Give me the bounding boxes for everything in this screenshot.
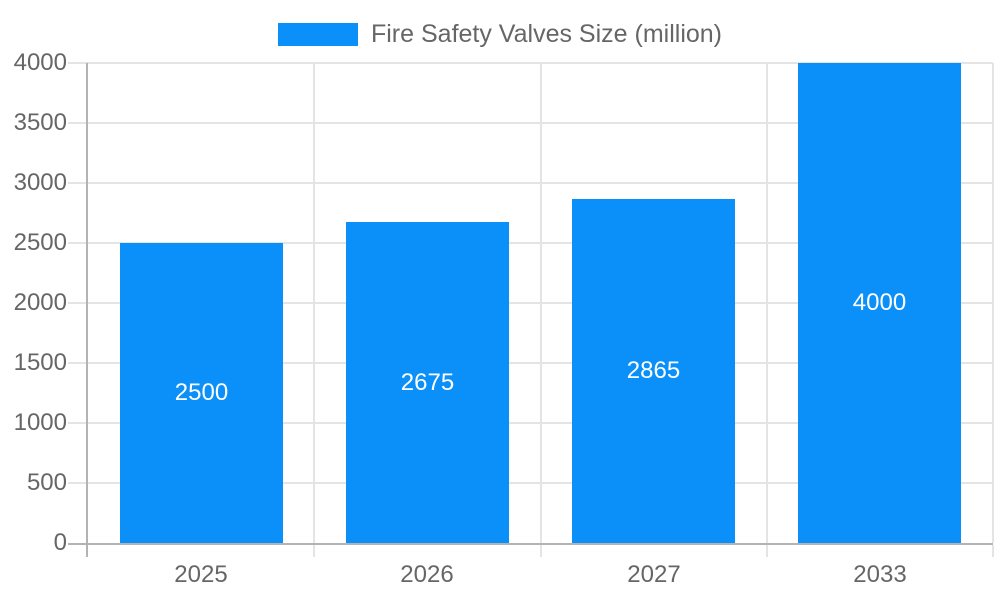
y-tick-label: 500 xyxy=(26,469,67,496)
legend-swatch xyxy=(277,22,358,46)
y-tick-label: 2000 xyxy=(13,289,67,316)
x-category-label: 2025 xyxy=(174,561,228,588)
bar: 2675 xyxy=(346,222,509,543)
y-axis-tick xyxy=(68,242,88,244)
y-tick-label: 2500 xyxy=(13,229,67,256)
y-tick-label: 1500 xyxy=(13,349,67,376)
category-gridline xyxy=(539,63,542,543)
category-gridline xyxy=(992,63,994,543)
y-axis-line xyxy=(86,63,88,557)
bar: 4000 xyxy=(798,63,961,543)
y-tick-label: 4000 xyxy=(13,49,67,76)
bar: 2865 xyxy=(572,199,735,543)
y-axis-tick xyxy=(68,422,88,424)
y-tick-label: 3500 xyxy=(13,109,67,136)
bar-value-label: 2500 xyxy=(174,379,229,406)
bar-value-label: 2675 xyxy=(400,368,455,396)
y-axis-tick xyxy=(68,302,88,304)
legend-label: Fire Safety Valves Size (million) xyxy=(370,20,723,48)
y-axis-tick xyxy=(68,482,88,484)
x-category-label: 2026 xyxy=(400,561,454,588)
y-axis-tick xyxy=(68,122,88,124)
x-axis-tick xyxy=(992,545,994,557)
x-axis-tick xyxy=(539,545,542,557)
x-category-label: 2027 xyxy=(627,561,681,588)
x-axis-baseline xyxy=(68,543,993,545)
y-tick-label: 1000 xyxy=(13,409,67,436)
bar-value-label: 4000 xyxy=(852,289,907,316)
category-gridline xyxy=(765,63,768,543)
bar-value-label: 2865 xyxy=(626,357,681,384)
y-axis-tick xyxy=(68,182,88,184)
legend: Fire Safety Valves Size (million) xyxy=(0,20,1000,48)
y-tick-label: 0 xyxy=(53,529,67,556)
category-gridline xyxy=(313,63,316,543)
x-axis-tick xyxy=(313,545,316,557)
x-axis-tick xyxy=(765,545,768,557)
y-tick-label: 3000 xyxy=(13,169,67,196)
y-axis-tick xyxy=(68,62,88,64)
y-axis-tick xyxy=(68,362,88,364)
x-category-label: 2033 xyxy=(853,561,907,588)
bar: 2500 xyxy=(120,243,283,543)
